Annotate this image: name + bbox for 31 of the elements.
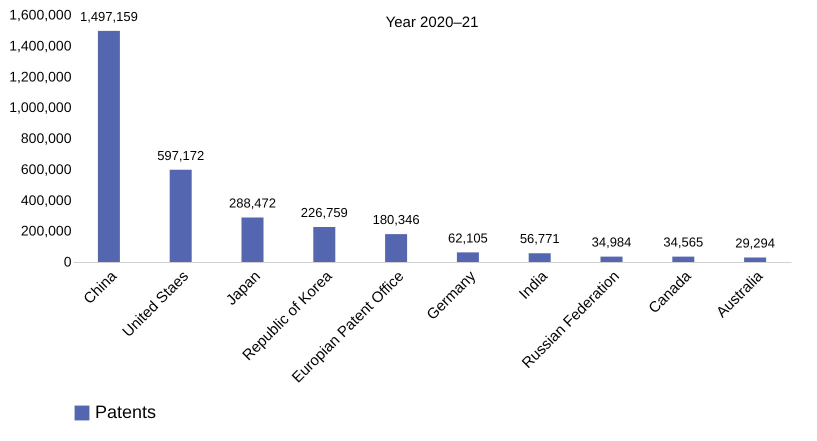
- bar: [528, 253, 551, 262]
- y-tick-label: 1,200,000: [9, 68, 72, 84]
- y-tick-label: 200,000: [20, 222, 72, 239]
- bar: [385, 234, 408, 262]
- data-label: 34,984: [592, 234, 632, 250]
- bar: [98, 30, 120, 262]
- data-label: 62,105: [448, 230, 488, 246]
- data-label: 597,172: [157, 148, 204, 163]
- data-label: 34,565: [663, 234, 704, 250]
- y-tick-label: 400,000: [20, 192, 72, 208]
- legend-label: Patents: [95, 402, 156, 422]
- data-label: 29,294: [735, 235, 775, 250]
- bar: [313, 226, 336, 262]
- data-label: 1,497,159: [80, 8, 138, 24]
- y-tick-label: 800,000: [20, 130, 72, 146]
- data-label: 288,472: [229, 195, 276, 210]
- bar: [600, 256, 622, 262]
- y-tick-label: 1,400,000: [9, 37, 72, 54]
- y-tick-label: 1,600,000: [9, 6, 72, 22]
- y-tick-label: 0: [64, 254, 72, 270]
- bar: [456, 252, 479, 262]
- data-label: 180,346: [372, 212, 420, 228]
- data-label: 226,759: [300, 204, 348, 220]
- bar: [242, 217, 264, 262]
- chart-title: Year 2020–21: [386, 14, 478, 31]
- y-tick-label: 600,000: [20, 160, 72, 177]
- data-label: 56,771: [520, 231, 560, 246]
- bar: [744, 257, 766, 262]
- bar: [170, 170, 192, 262]
- y-tick-label: 1,000,000: [9, 99, 72, 116]
- bar: [672, 256, 694, 262]
